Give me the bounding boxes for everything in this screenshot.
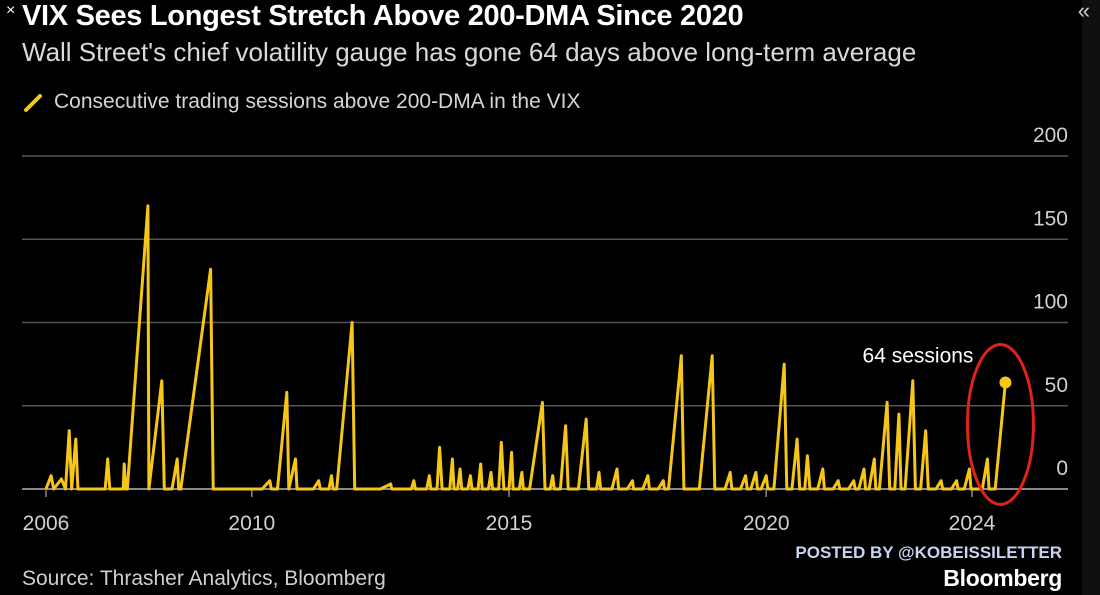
y-tick-label: 50 xyxy=(1045,374,1068,397)
annotation-circle xyxy=(965,342,1035,506)
y-tick-label: 200 xyxy=(1033,124,1068,147)
legend-line-icon xyxy=(24,94,42,112)
right-edge-strip xyxy=(1082,0,1100,595)
chart-subtitle: Wall Street's chief volatility gauge has… xyxy=(22,37,917,67)
y-tick-labels: 0 50 100 150 200 xyxy=(1033,124,1068,480)
x-tick-labels: 2006 2010 2015 2020 2024 xyxy=(23,489,996,535)
series-group xyxy=(44,204,1012,491)
annotation-label: 64 sessions xyxy=(863,344,974,367)
bloomberg-logo: Bloomberg xyxy=(943,565,1062,591)
legend-label: Consecutive trading sessions above 200-D… xyxy=(54,90,581,113)
y-tick-label: 100 xyxy=(1033,291,1068,314)
x-tick-label: 2010 xyxy=(228,512,275,535)
posted-by-watermark: POSTED BY @KOBEISSILETTER xyxy=(795,543,1062,562)
page-title: VIX Sees Longest Stretch Above 200-DMA S… xyxy=(22,0,744,32)
source-note: Source: Thrasher Analytics, Bloomberg xyxy=(22,567,386,590)
annotation-group: 64 sessions xyxy=(863,342,1035,506)
x-tick-label: 2020 xyxy=(743,512,790,535)
x-tick-label: 2015 xyxy=(486,512,533,535)
chart-legend: Consecutive trading sessions above 200-D… xyxy=(22,90,580,114)
y-tick-label: 0 xyxy=(1056,457,1068,480)
series-endpoint-dot xyxy=(999,376,1012,389)
series-line xyxy=(44,204,1007,491)
y-tick-label: 150 xyxy=(1033,207,1068,230)
x-tick-label: 2006 xyxy=(23,512,70,535)
x-tick-label: 2024 xyxy=(949,512,996,535)
double-chevron-left-icon[interactable]: « xyxy=(1077,0,1090,23)
close-icon[interactable]: × xyxy=(6,2,16,19)
